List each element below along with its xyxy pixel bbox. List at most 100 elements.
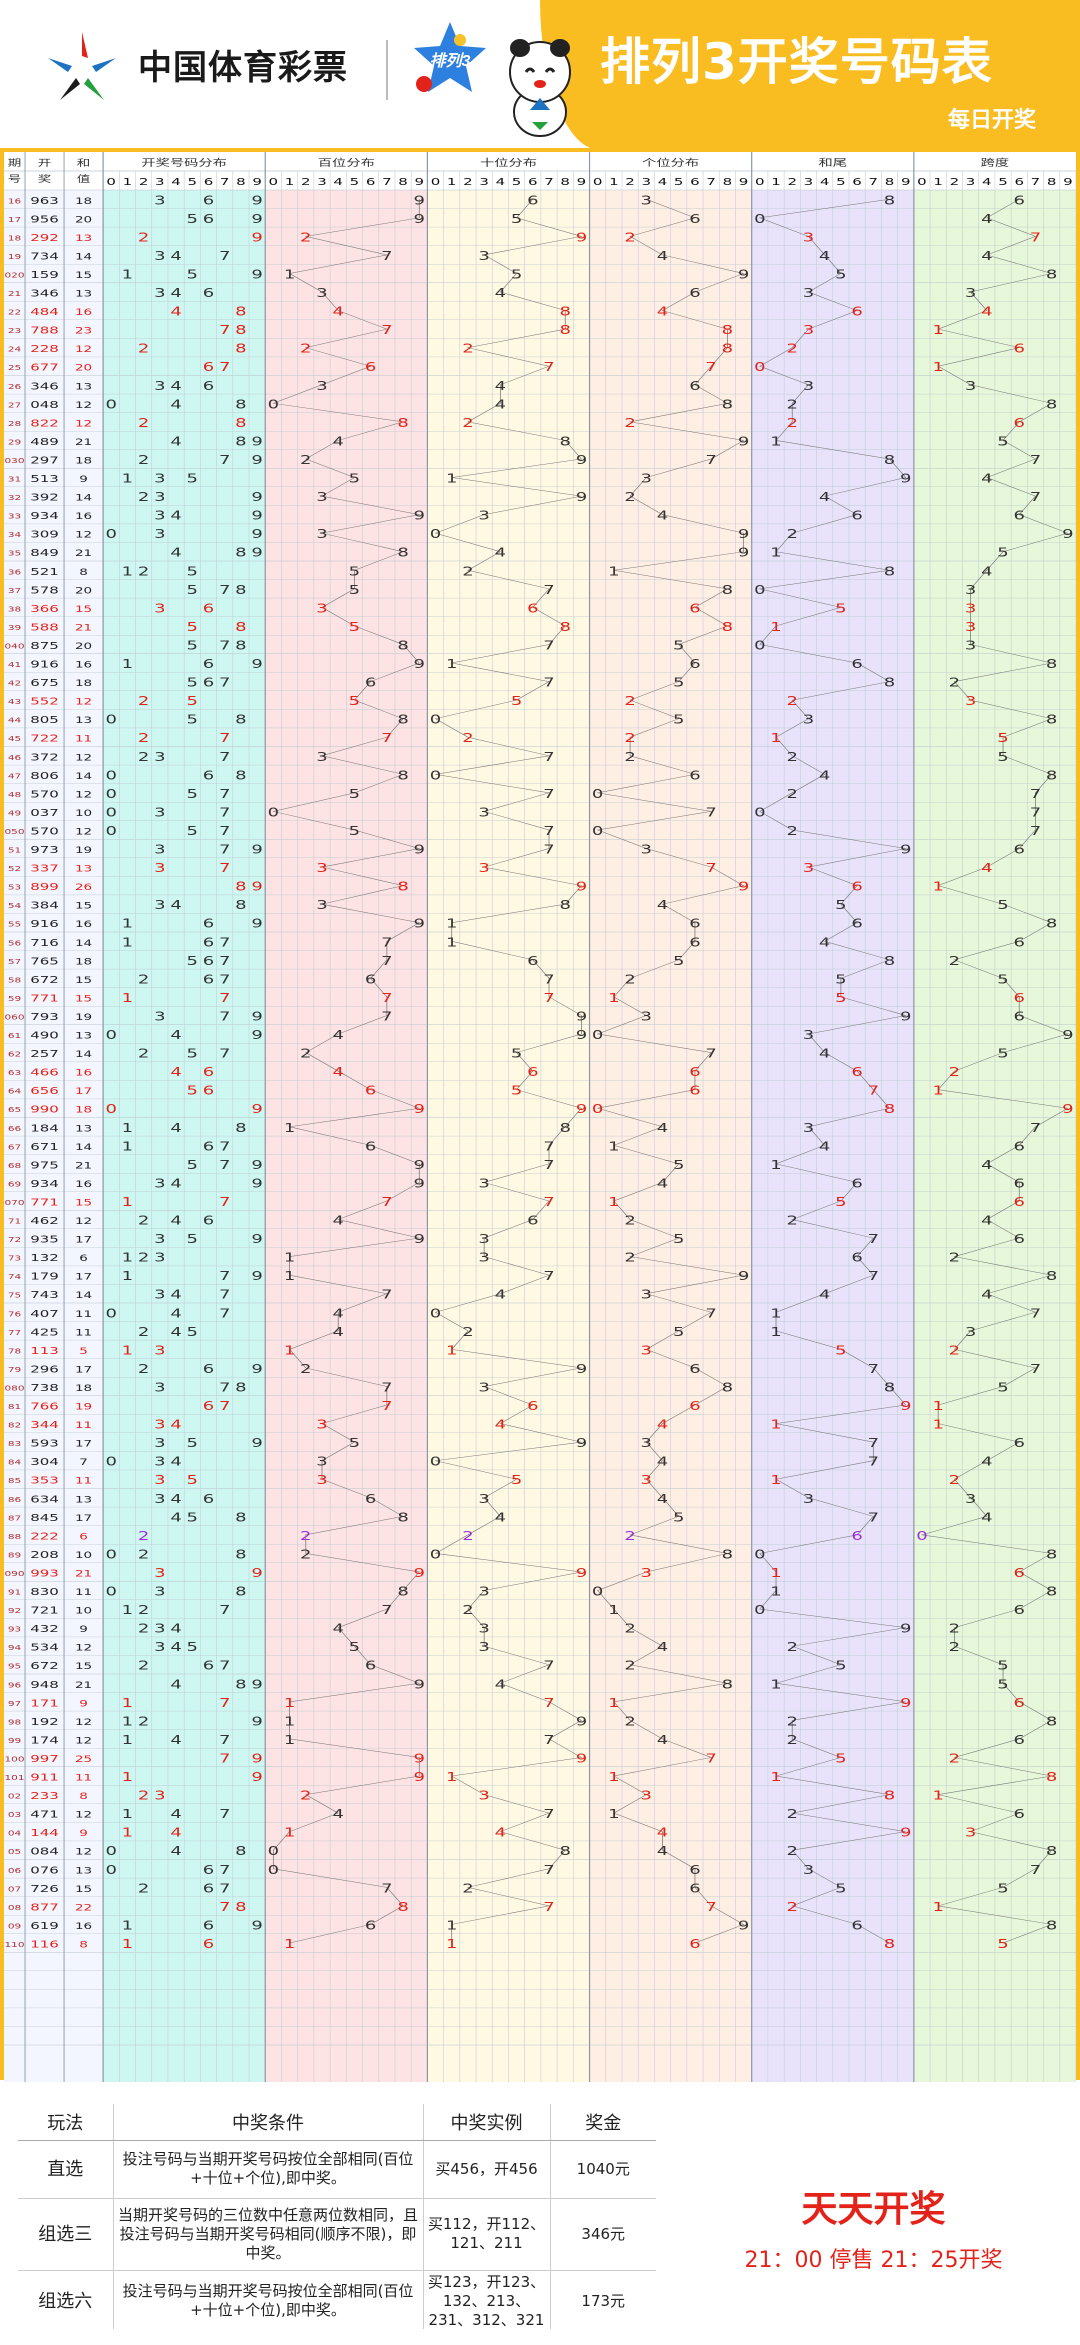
dist-digit: 8 — [235, 638, 246, 652]
issue-number: 06 — [8, 1867, 22, 1875]
dist-digit: 1 — [122, 935, 133, 949]
trend-digit: 9 — [576, 1009, 587, 1023]
trend-digit: 4 — [657, 1733, 668, 1747]
issue-number: 26 — [8, 383, 22, 391]
trend-digit: 5 — [997, 1677, 1008, 1691]
trend-digit: 0 — [754, 212, 765, 226]
trend-digit: 8 — [397, 1510, 408, 1524]
dist-digit: 8 — [235, 1677, 246, 1691]
dist-digit: 9 — [251, 1269, 262, 1283]
sum-value: 21 — [75, 622, 92, 633]
draw-number: 734 — [30, 251, 59, 263]
draw-number: 233 — [30, 1790, 59, 1802]
trend-digit: 6 — [365, 972, 376, 986]
trend-digit: 7 — [381, 1881, 392, 1895]
trend-digit: 3 — [316, 286, 327, 300]
trend-digit: 3 — [316, 1455, 327, 1469]
trend-digit: 9 — [900, 1622, 911, 1636]
dist-digit: 0 — [105, 397, 116, 411]
dist-digit: 2 — [138, 1603, 149, 1617]
dist-digit: 2 — [138, 972, 149, 986]
trend-digit: 7 — [868, 1084, 879, 1098]
sum-value: 17 — [75, 1271, 92, 1282]
trend-digit: 3 — [478, 1380, 489, 1394]
dist-digit: 9 — [251, 1677, 262, 1691]
trend-digit: 9 — [738, 527, 749, 541]
trend-digit: 6 — [1014, 1436, 1025, 1450]
digit-header: 8 — [236, 176, 246, 188]
sum-value: 13 — [75, 1865, 92, 1876]
issue-number: 84 — [8, 1459, 22, 1467]
dist-digit: 4 — [170, 898, 181, 912]
trend-digit: 1 — [608, 1603, 619, 1617]
trend-digit: 3 — [478, 509, 489, 523]
draw-number: 726 — [30, 1883, 59, 1895]
draw-number: 534 — [30, 1642, 59, 1654]
digit-header: 7 — [544, 176, 554, 188]
trend-digit: 7 — [705, 1900, 716, 1914]
play-condition: 投注号码与当期开奖号码按位全部相同(百位+十位+个位),即中奖。 — [113, 2269, 424, 2329]
sum-value: 25 — [75, 1753, 92, 1764]
dist-digit: 6 — [203, 1139, 214, 1153]
trend-digit: 7 — [1030, 453, 1041, 467]
trend-digit: 9 — [576, 1436, 587, 1450]
dist-digit: 3 — [154, 490, 165, 504]
mascot-icon — [509, 39, 571, 137]
trend-digit: 9 — [414, 1770, 425, 1784]
sum-value: 10 — [75, 1549, 92, 1560]
trend-digit: 2 — [462, 416, 473, 430]
trend-digit: 8 — [884, 1937, 895, 1951]
dist-digit: 7 — [219, 1863, 230, 1877]
draw-number: 771 — [30, 993, 59, 1005]
trend-digit: 7 — [705, 453, 716, 467]
trend-digit: 8 — [884, 1789, 895, 1803]
sum-value: 19 — [75, 844, 92, 855]
trend-digit: 1 — [770, 434, 781, 448]
dist-digit: 8 — [235, 1585, 246, 1599]
section-header-tens: 十位分布 — [480, 157, 537, 169]
sum-value: 18 — [75, 1382, 92, 1393]
trend-digit: 5 — [349, 472, 360, 486]
trend-digit: 6 — [851, 1529, 862, 1543]
issue-number: 85 — [8, 1478, 21, 1486]
trend-digit: 8 — [1046, 397, 1057, 411]
draw-number: 309 — [30, 529, 59, 541]
dist-digit: 9 — [251, 1102, 262, 1116]
trend-digit: 6 — [1014, 509, 1025, 523]
trend-digit: 4 — [819, 768, 830, 782]
trend-digit: 6 — [1014, 1009, 1025, 1023]
issue-number: 82 — [8, 1422, 21, 1430]
dist-digit: 9 — [251, 1566, 262, 1580]
trend-digit: 4 — [819, 249, 830, 263]
page-subtitle: 每日开奖 — [948, 108, 1037, 133]
sum-value: 21 — [75, 1568, 92, 1579]
trend-digit: 8 — [722, 620, 733, 634]
rules-header-row: 玩法 中奖条件 中奖实例 奖金 — [18, 2104, 656, 2141]
dist-digit: 3 — [154, 509, 165, 523]
dist-digit: 6 — [203, 676, 214, 690]
draw-number: 462 — [30, 1215, 59, 1227]
trend-digit: 6 — [689, 768, 700, 782]
trend-digit: 3 — [316, 379, 327, 393]
trend-digit: 8 — [722, 342, 733, 356]
trend-digit: 1 — [770, 1473, 781, 1487]
draw-number: 337 — [30, 863, 59, 875]
draw-number: 806 — [30, 770, 59, 782]
trend-digit: 8 — [397, 416, 408, 430]
digit-header: 8 — [560, 176, 570, 188]
dist-digit: 7 — [219, 1306, 230, 1320]
draw-number: 116 — [30, 1939, 59, 1951]
draw-number: 788 — [30, 325, 59, 337]
trend-digit: 9 — [900, 1399, 911, 1413]
dist-digit: 4 — [170, 249, 181, 263]
trend-digit: 5 — [349, 583, 360, 597]
trend-digit: 6 — [851, 657, 862, 671]
draw-number: 877 — [30, 1902, 59, 1914]
trend-digit: 6 — [1014, 1232, 1025, 1246]
trend-digit: 9 — [576, 1362, 587, 1376]
draw-number: 716 — [30, 937, 59, 949]
trend-digit: 5 — [835, 1881, 846, 1895]
dist-digit: 2 — [138, 1622, 149, 1636]
dist-digit: 1 — [122, 1195, 133, 1209]
trend-digit: 2 — [787, 397, 798, 411]
